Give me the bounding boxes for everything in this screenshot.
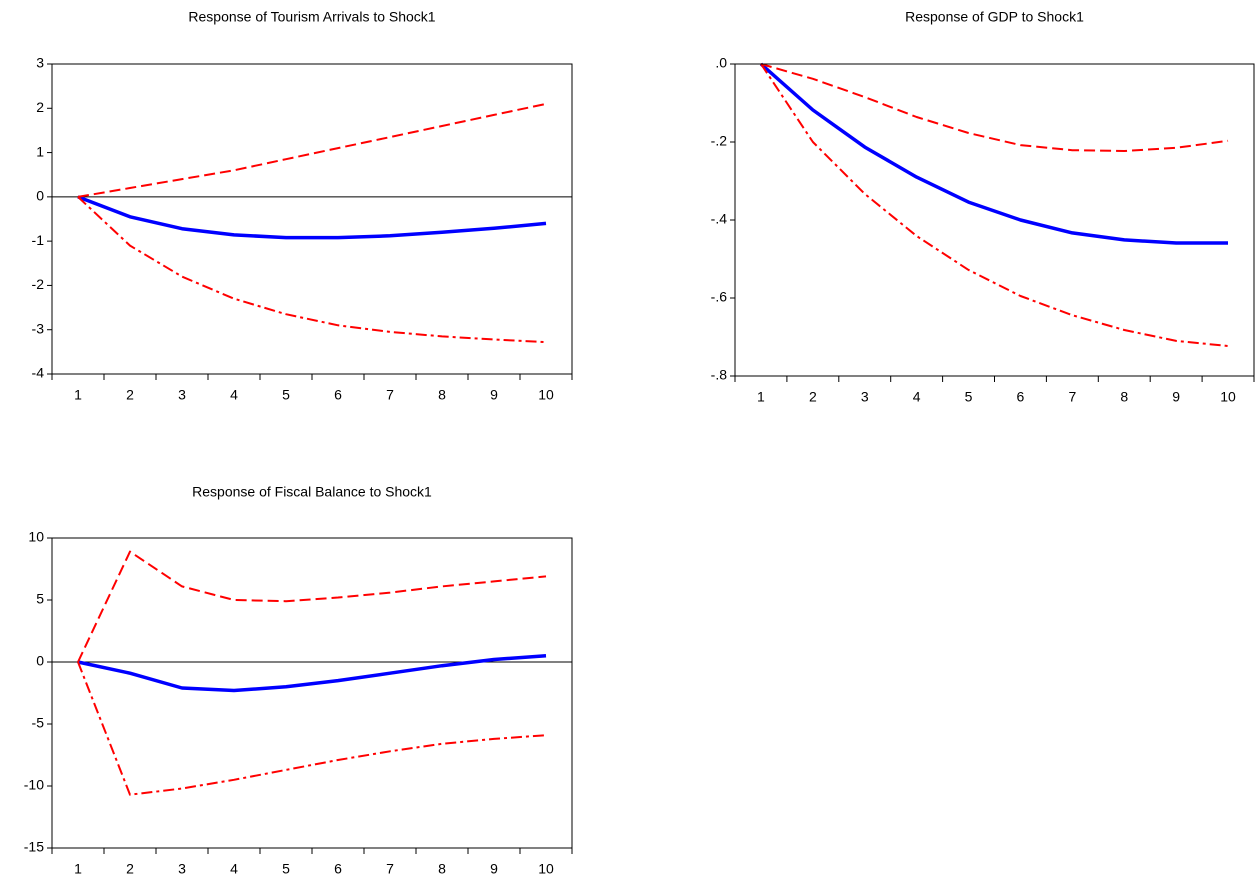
x-tick-label: 1: [74, 387, 82, 403]
x-tick-label: 9: [490, 861, 498, 877]
series-line: [760, 63, 1229, 152]
y-tick-label: -.6: [711, 289, 728, 305]
chart-title: Response of Tourism Arrivals to Shock1: [188, 9, 435, 25]
series-line: [77, 102, 547, 198]
x-tick-label: 2: [809, 389, 817, 405]
x-tick-label: 3: [178, 387, 186, 403]
x-tick-label: 1: [74, 861, 82, 877]
x-tick-label: 9: [1172, 389, 1180, 405]
series-line: [759, 62, 1228, 245]
x-tick-label: 7: [386, 861, 394, 877]
y-tick-label: -.2: [711, 133, 728, 149]
x-tick-label: 3: [178, 861, 186, 877]
x-tick-label: 6: [334, 861, 342, 877]
x-tick-label: 4: [230, 861, 238, 877]
y-tick-label: -15: [24, 839, 44, 855]
y-tick-label: 0: [36, 653, 44, 669]
y-tick-label: 3: [36, 55, 44, 71]
y-tick-label: 10: [28, 529, 44, 545]
series-line: [760, 63, 1229, 347]
chart-title: Response of Fiscal Balance to Shock1: [192, 484, 432, 500]
x-tick-label: 3: [861, 389, 869, 405]
x-tick-label: 8: [438, 387, 446, 403]
x-tick-label: 9: [490, 387, 498, 403]
y-tick-label: .0: [715, 55, 727, 71]
x-tick-label: 2: [126, 387, 134, 403]
x-tick-label: 10: [1220, 389, 1236, 405]
y-tick-label: -1: [32, 232, 45, 248]
y-tick-label: -10: [24, 777, 44, 793]
y-tick-label: -2: [32, 276, 45, 292]
y-tick-label: -.8: [711, 367, 728, 383]
y-tick-label: -3: [32, 320, 45, 336]
x-tick-label: 4: [913, 389, 921, 405]
y-tick-label: -5: [32, 715, 45, 731]
x-tick-label: 10: [538, 861, 554, 877]
y-tick-label: -4: [32, 365, 45, 381]
plot-frame: [734, 63, 1255, 377]
series-line: [77, 550, 547, 663]
x-tick-label: 7: [1068, 389, 1076, 405]
series-line: [77, 661, 547, 796]
x-tick-label: 10: [538, 387, 554, 403]
y-tick-label: 1: [36, 143, 44, 159]
x-tick-label: 4: [230, 387, 238, 403]
x-tick-label: 5: [965, 389, 973, 405]
plot-frame: [51, 537, 573, 849]
series-line: [77, 654, 547, 693]
plot-frame: [51, 63, 573, 375]
x-tick-label: 5: [282, 387, 290, 403]
series-line: [77, 195, 547, 240]
x-tick-label: 6: [1017, 389, 1025, 405]
y-tick-label: 5: [36, 591, 44, 607]
series-line: [77, 196, 547, 344]
x-tick-label: 8: [1120, 389, 1128, 405]
x-tick-label: 5: [282, 861, 290, 877]
x-tick-label: 1: [757, 389, 765, 405]
y-tick-label: 0: [36, 188, 44, 204]
y-tick-label: 2: [36, 99, 44, 115]
x-tick-label: 7: [386, 387, 394, 403]
x-tick-label: 8: [438, 861, 446, 877]
x-tick-label: 6: [334, 387, 342, 403]
y-tick-label: -.4: [711, 211, 728, 227]
chart-title: Response of GDP to Shock1: [905, 9, 1084, 25]
x-tick-label: 2: [126, 861, 134, 877]
